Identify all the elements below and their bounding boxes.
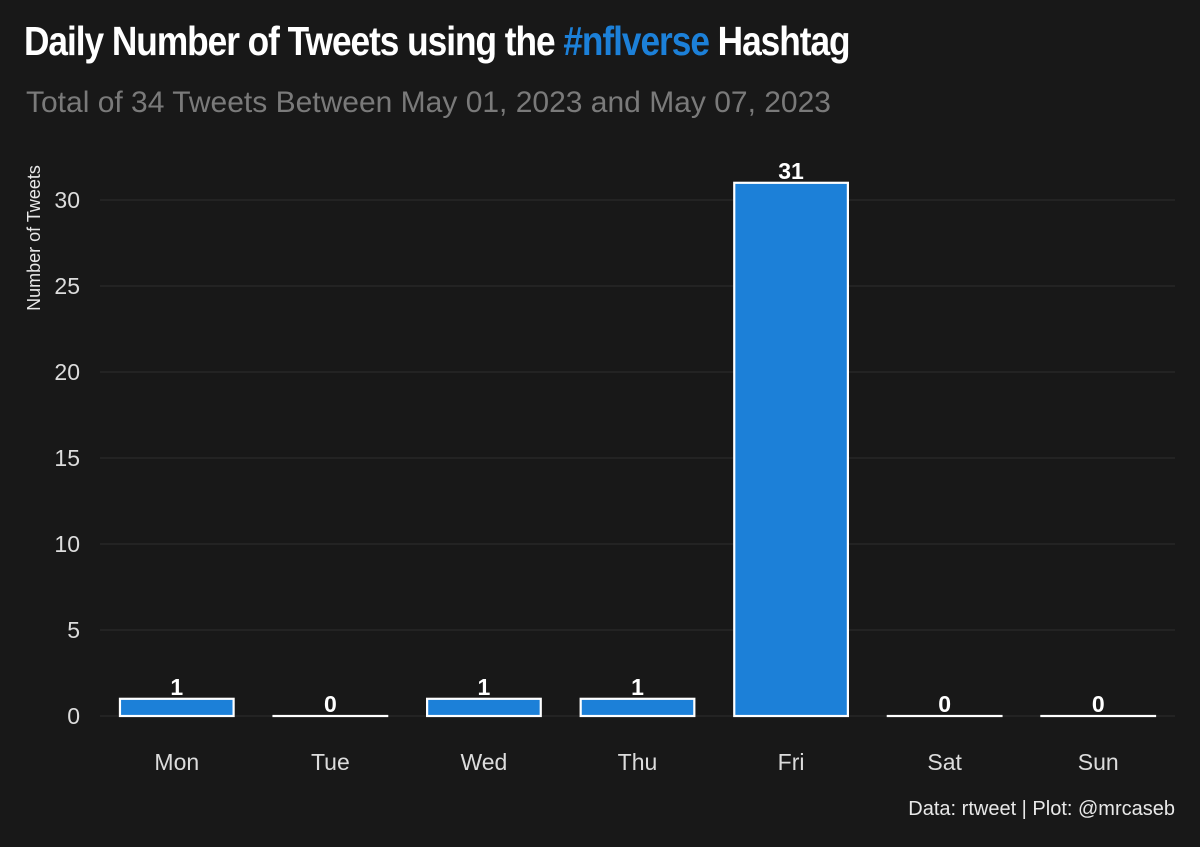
x-tick-label-sat: Sat <box>927 749 962 775</box>
title-hashtag: #nflverse <box>563 18 710 64</box>
data-label-wed: 1 <box>478 674 491 700</box>
x-tick-label-tue: Tue <box>311 749 350 775</box>
x-tick-label-mon: Mon <box>154 749 199 775</box>
x-tick-label-fri: Fri <box>778 749 805 775</box>
y-tick-label: 30 <box>54 187 80 213</box>
y-tick-label: 20 <box>54 359 80 385</box>
y-tick-label: 15 <box>54 445 80 471</box>
bar-mon <box>118 697 235 718</box>
chart-subtitle: Total of 34 Tweets Between May 01, 2023 … <box>26 86 831 119</box>
x-tick-label-sun: Sun <box>1078 749 1119 775</box>
data-label-sun: 0 <box>1092 691 1105 717</box>
y-axis-ticks: 0 5 10 15 20 25 30 <box>54 187 80 729</box>
chart-caption: Data: rtweet | Plot: @mrcaseb <box>908 798 1175 820</box>
title-suffix: Hashtag <box>708 18 851 64</box>
gridlines <box>100 199 1175 717</box>
bar-thu <box>579 697 696 718</box>
bars <box>118 181 1157 718</box>
y-tick-label: 25 <box>54 273 80 299</box>
chart-title: Daily Number of Tweets using the #nflver… <box>24 18 851 65</box>
y-axis-label: Number of Tweets <box>24 165 44 311</box>
data-label-thu: 1 <box>631 674 644 700</box>
title-prefix: Daily Number of Tweets using the <box>24 18 564 64</box>
data-label-tue: 0 <box>324 691 337 717</box>
data-label-fri: 31 <box>778 158 804 184</box>
data-label-sat: 0 <box>938 691 951 717</box>
x-axis-ticks: Mon Tue Wed Thu Fri Sat Sun <box>154 749 1118 775</box>
data-labels: 1 0 1 1 31 0 0 <box>170 158 1104 717</box>
x-tick-label-thu: Thu <box>618 749 658 775</box>
data-label-mon: 1 <box>170 674 183 700</box>
x-tick-label-wed: Wed <box>460 749 507 775</box>
y-tick-label: 10 <box>54 531 80 557</box>
bar-wed <box>426 697 542 718</box>
y-tick-label: 0 <box>67 703 80 729</box>
y-tick-label: 5 <box>67 617 80 643</box>
bar-fri <box>733 181 849 718</box>
